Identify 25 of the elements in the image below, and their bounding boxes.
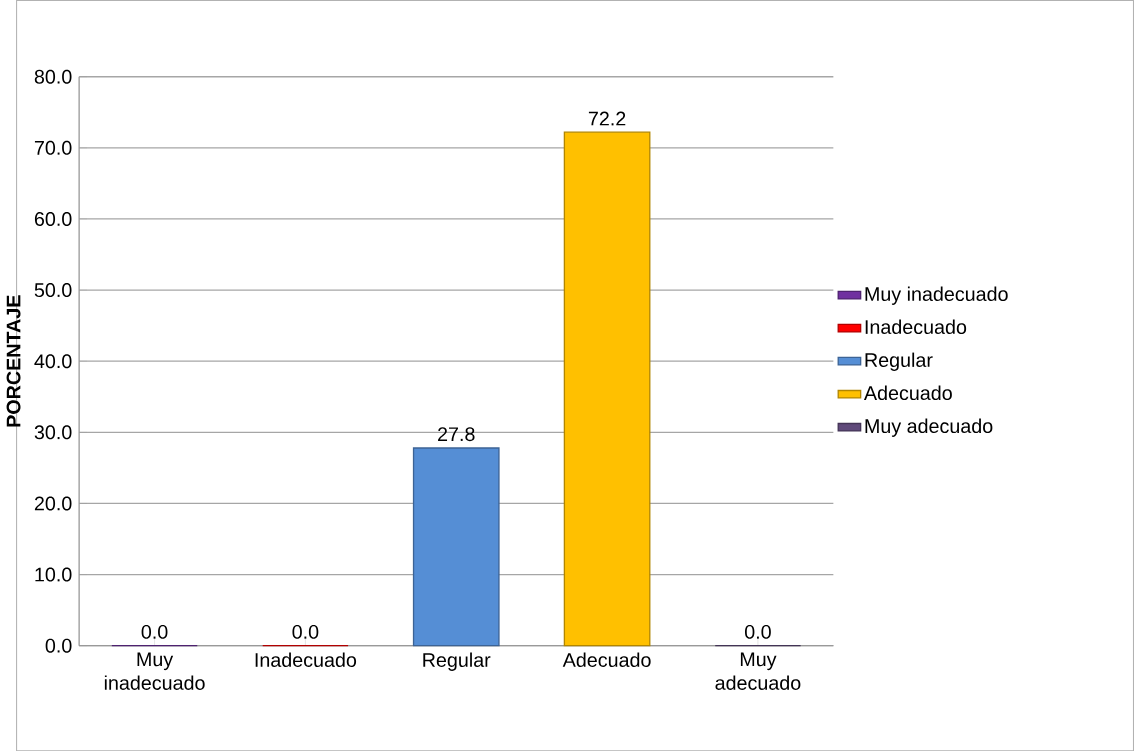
- x-tick-label: Muy inadecuado: [104, 652, 205, 690]
- x-tick-label: Inadecuado: [255, 652, 357, 667]
- y-tick-label: 0.0: [45, 638, 72, 653]
- data-label: 72.2: [588, 111, 626, 126]
- y-tick-label: 10.0: [35, 567, 72, 582]
- x-tick-label: Adecuado: [562, 652, 651, 667]
- legend-label: Regular: [865, 352, 933, 371]
- legend-label: Muy adecuado: [865, 418, 993, 437]
- y-tick-label: 30.0: [34, 425, 72, 440]
- data-label: 0.0: [141, 624, 168, 639]
- y-axis-title: PORCENTAJE: [6, 295, 21, 427]
- x-tick-label: Muy adecuado: [715, 652, 801, 690]
- legend-label: Inadecuado: [865, 319, 967, 334]
- y-tick-label: 70.0: [34, 140, 72, 155]
- y-tick-label: 40.0: [34, 354, 72, 369]
- data-label: 0.0: [292, 624, 319, 639]
- y-tick-label: 80.0: [34, 69, 72, 84]
- data-label: 27.8: [438, 427, 475, 441]
- legend-label: Muy inadecuado: [865, 286, 1008, 305]
- data-label: 0.0: [745, 624, 771, 639]
- y-tick-label: 20.0: [34, 496, 72, 511]
- y-tick-label: 50.0: [34, 282, 72, 297]
- x-tick-label: Regular: [423, 652, 491, 671]
- y-tick-label: 60.0: [34, 211, 72, 226]
- legend-label: Adecuado: [863, 385, 952, 400]
